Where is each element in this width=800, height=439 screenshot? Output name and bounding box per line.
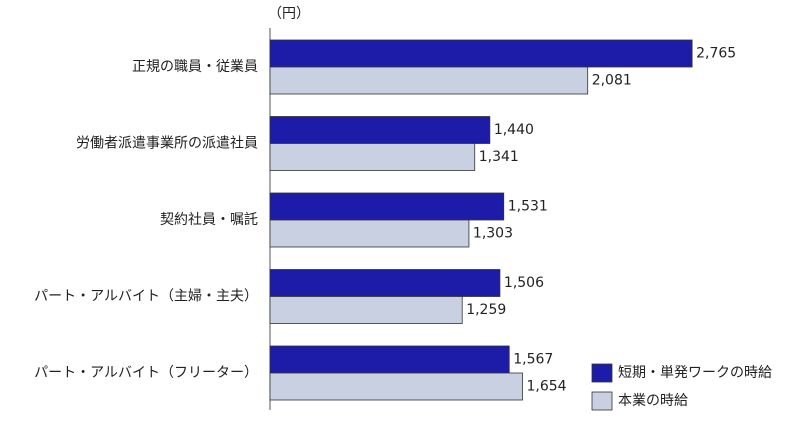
category-label: 正規の職員・従業員 bbox=[132, 59, 258, 75]
category-label: パート・アルバイト（フリーター） bbox=[34, 365, 258, 381]
bar bbox=[269, 345, 510, 374]
bar bbox=[269, 39, 693, 68]
legend-label: 短期・単発ワークの時給 bbox=[618, 365, 772, 381]
bar bbox=[269, 66, 589, 95]
legend-swatch bbox=[591, 391, 613, 411]
bar bbox=[269, 116, 491, 144]
bar bbox=[269, 372, 523, 401]
value-label: 2,765 bbox=[696, 46, 736, 62]
value-label: 1,440 bbox=[494, 122, 534, 138]
value-label: 1,654 bbox=[527, 379, 567, 395]
unit-label: （円） bbox=[268, 6, 310, 22]
value-label: 1,341 bbox=[479, 149, 519, 165]
bar bbox=[269, 192, 505, 221]
value-label: 2,081 bbox=[592, 73, 632, 89]
value-label: 1,567 bbox=[513, 352, 553, 368]
value-label: 1,506 bbox=[504, 275, 544, 291]
category-label: パート・アルバイト（主婦・主夫） bbox=[34, 288, 258, 305]
bar bbox=[269, 296, 463, 324]
bar bbox=[269, 143, 476, 171]
category-label: 契約社員・嘱託 bbox=[160, 212, 258, 228]
value-label: 1,259 bbox=[466, 302, 506, 318]
value-label: 1,531 bbox=[508, 199, 548, 215]
category-label: 労働者派遣事業所の派遣社員 bbox=[76, 136, 258, 152]
legend-swatch bbox=[591, 363, 613, 383]
legend-label: 本業の時給 bbox=[618, 393, 688, 409]
bar bbox=[269, 219, 470, 248]
value-label: 1,303 bbox=[473, 226, 513, 242]
bar bbox=[269, 269, 501, 297]
